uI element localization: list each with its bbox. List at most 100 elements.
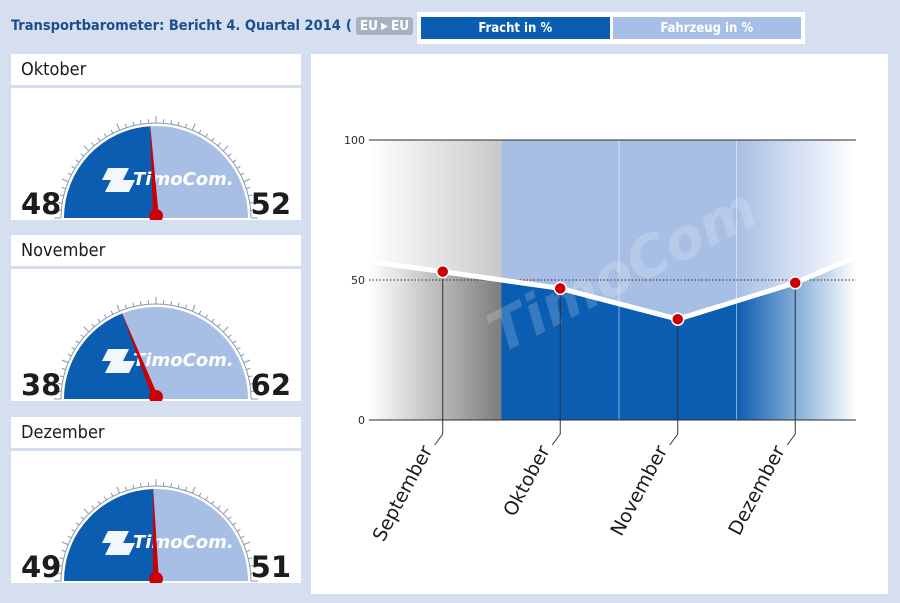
- gauge-tick: [83, 508, 90, 515]
- gauge-tick: [227, 516, 232, 520]
- vehicle-sector: [122, 307, 248, 399]
- gauge-tick: [177, 484, 180, 489]
- category-leader-line: [669, 319, 679, 446]
- logo-text: TimoCom.: [133, 350, 234, 371]
- gauge-tick: [243, 359, 251, 364]
- gauge-tick: [91, 505, 95, 510]
- gauge-tick: [110, 129, 114, 134]
- gauge-tick: [184, 486, 188, 491]
- gauge-tick: [191, 486, 196, 494]
- y-tick-label: 0: [358, 414, 365, 427]
- gauge-month-label: Dezember: [11, 417, 301, 448]
- gauge-tick: [80, 516, 85, 520]
- gauge-tick: [58, 565, 63, 567]
- gauge-tick: [75, 522, 80, 526]
- gauge-tick: [61, 359, 69, 364]
- gauge-tick: [205, 314, 209, 319]
- gauge-tick: [248, 194, 253, 197]
- gauge-tick: [116, 486, 121, 494]
- needle-hub: [149, 390, 163, 401]
- gauge-dial: TimoCom. 48 52: [21, 116, 291, 220]
- gauge-tick: [184, 123, 188, 128]
- gauge-tick: [217, 505, 221, 510]
- data-point: [553, 281, 567, 296]
- vehicle-value: 62: [251, 368, 291, 401]
- gauge-tick: [58, 202, 63, 204]
- gauge-scale-arc: [60, 122, 252, 219]
- freight-value: 48: [21, 187, 61, 220]
- gauge-tick: [91, 323, 95, 328]
- gauge-tick: [236, 346, 241, 350]
- gauge-tick: [132, 121, 135, 126]
- gauge-tick: [83, 326, 90, 333]
- gauge-tick: [248, 375, 253, 378]
- gauge-tick: [240, 353, 245, 357]
- gauge-tick: [177, 302, 180, 307]
- gauge-needle: [153, 486, 159, 582]
- logo-text: TimoCom.: [133, 532, 234, 553]
- gauge-tick: [222, 145, 229, 152]
- freight-percent-button[interactable]: Fracht in %: [421, 17, 610, 39]
- gauge-tick: [249, 383, 254, 385]
- vehicle-value: 52: [251, 187, 291, 220]
- gauge-month-label: Oktober: [11, 54, 301, 85]
- gauge-tick: [59, 194, 64, 197]
- y-tick-label: 100: [344, 134, 365, 147]
- gauge-tick: [240, 535, 245, 539]
- gauge-tick: [246, 549, 251, 553]
- gauge-tick: [103, 496, 107, 501]
- gauge-tick: [227, 334, 232, 338]
- gauge-tick: [140, 301, 142, 306]
- gauge-dial: TimoCom. 38 62: [21, 297, 291, 401]
- gauge-tick: [124, 123, 128, 128]
- gauge-tick: [232, 522, 237, 526]
- gauge-tick: [170, 483, 172, 488]
- gauge-dial: TimoCom. 49 51: [21, 479, 291, 583]
- y-tick-label: 50: [351, 274, 365, 287]
- x-tick-label: Dezember: [724, 442, 790, 539]
- vehicle-percent-button[interactable]: Fahrzeug in %: [612, 17, 801, 39]
- gauge-tick: [110, 310, 114, 315]
- timocom-logo: TimoCom.: [102, 349, 234, 373]
- gauge-tick: [124, 486, 128, 491]
- gauge-tick: [198, 310, 202, 315]
- gauge-tick: [205, 496, 209, 501]
- gauge-tick: [132, 484, 135, 489]
- gauge-tick: [217, 323, 221, 328]
- gauge-tick: [236, 528, 241, 532]
- gauge-month-label: November: [11, 235, 301, 266]
- gauge-tick: [240, 172, 245, 176]
- gauge-tick: [246, 186, 251, 190]
- gauge-tick: [140, 120, 142, 125]
- data-point: [671, 312, 685, 326]
- gauge-tick: [75, 340, 80, 344]
- gauge-tick: [97, 318, 101, 323]
- gauge-tick: [124, 304, 128, 309]
- gauge-tick: [103, 314, 107, 319]
- paren-open: (: [345, 18, 352, 34]
- line-chart-panel: TimoCom 0 50 100 September Oktober November Dez…: [311, 54, 888, 594]
- gauge-tick: [140, 483, 142, 488]
- route-from: EU: [359, 18, 379, 34]
- gauge-tick: [246, 367, 251, 371]
- timocom-logo: TimoCom.: [102, 168, 234, 192]
- logo-text: TimoCom.: [133, 169, 234, 190]
- freight-value: 38: [21, 368, 61, 401]
- gauge-tick: [222, 326, 229, 333]
- gauge-tick: [198, 129, 202, 134]
- gauge-tick: [80, 334, 85, 338]
- gauge-tick: [198, 492, 202, 497]
- gauge-tick: [248, 557, 253, 560]
- view-toggle: Fracht in % Fahrzeug in %: [417, 12, 805, 44]
- gauge-tick: [236, 165, 241, 169]
- timocom-logo: TimoCom.: [102, 531, 234, 555]
- gauge-tick: [211, 500, 215, 505]
- gauge-tick: [232, 159, 237, 163]
- gauge-tick: [61, 367, 66, 371]
- gauge-tick: [232, 340, 237, 344]
- gauge-tick: [222, 508, 229, 515]
- gauge-tick: [116, 304, 121, 312]
- gauge-tick: [243, 541, 251, 546]
- vehicle-sector: [150, 126, 248, 218]
